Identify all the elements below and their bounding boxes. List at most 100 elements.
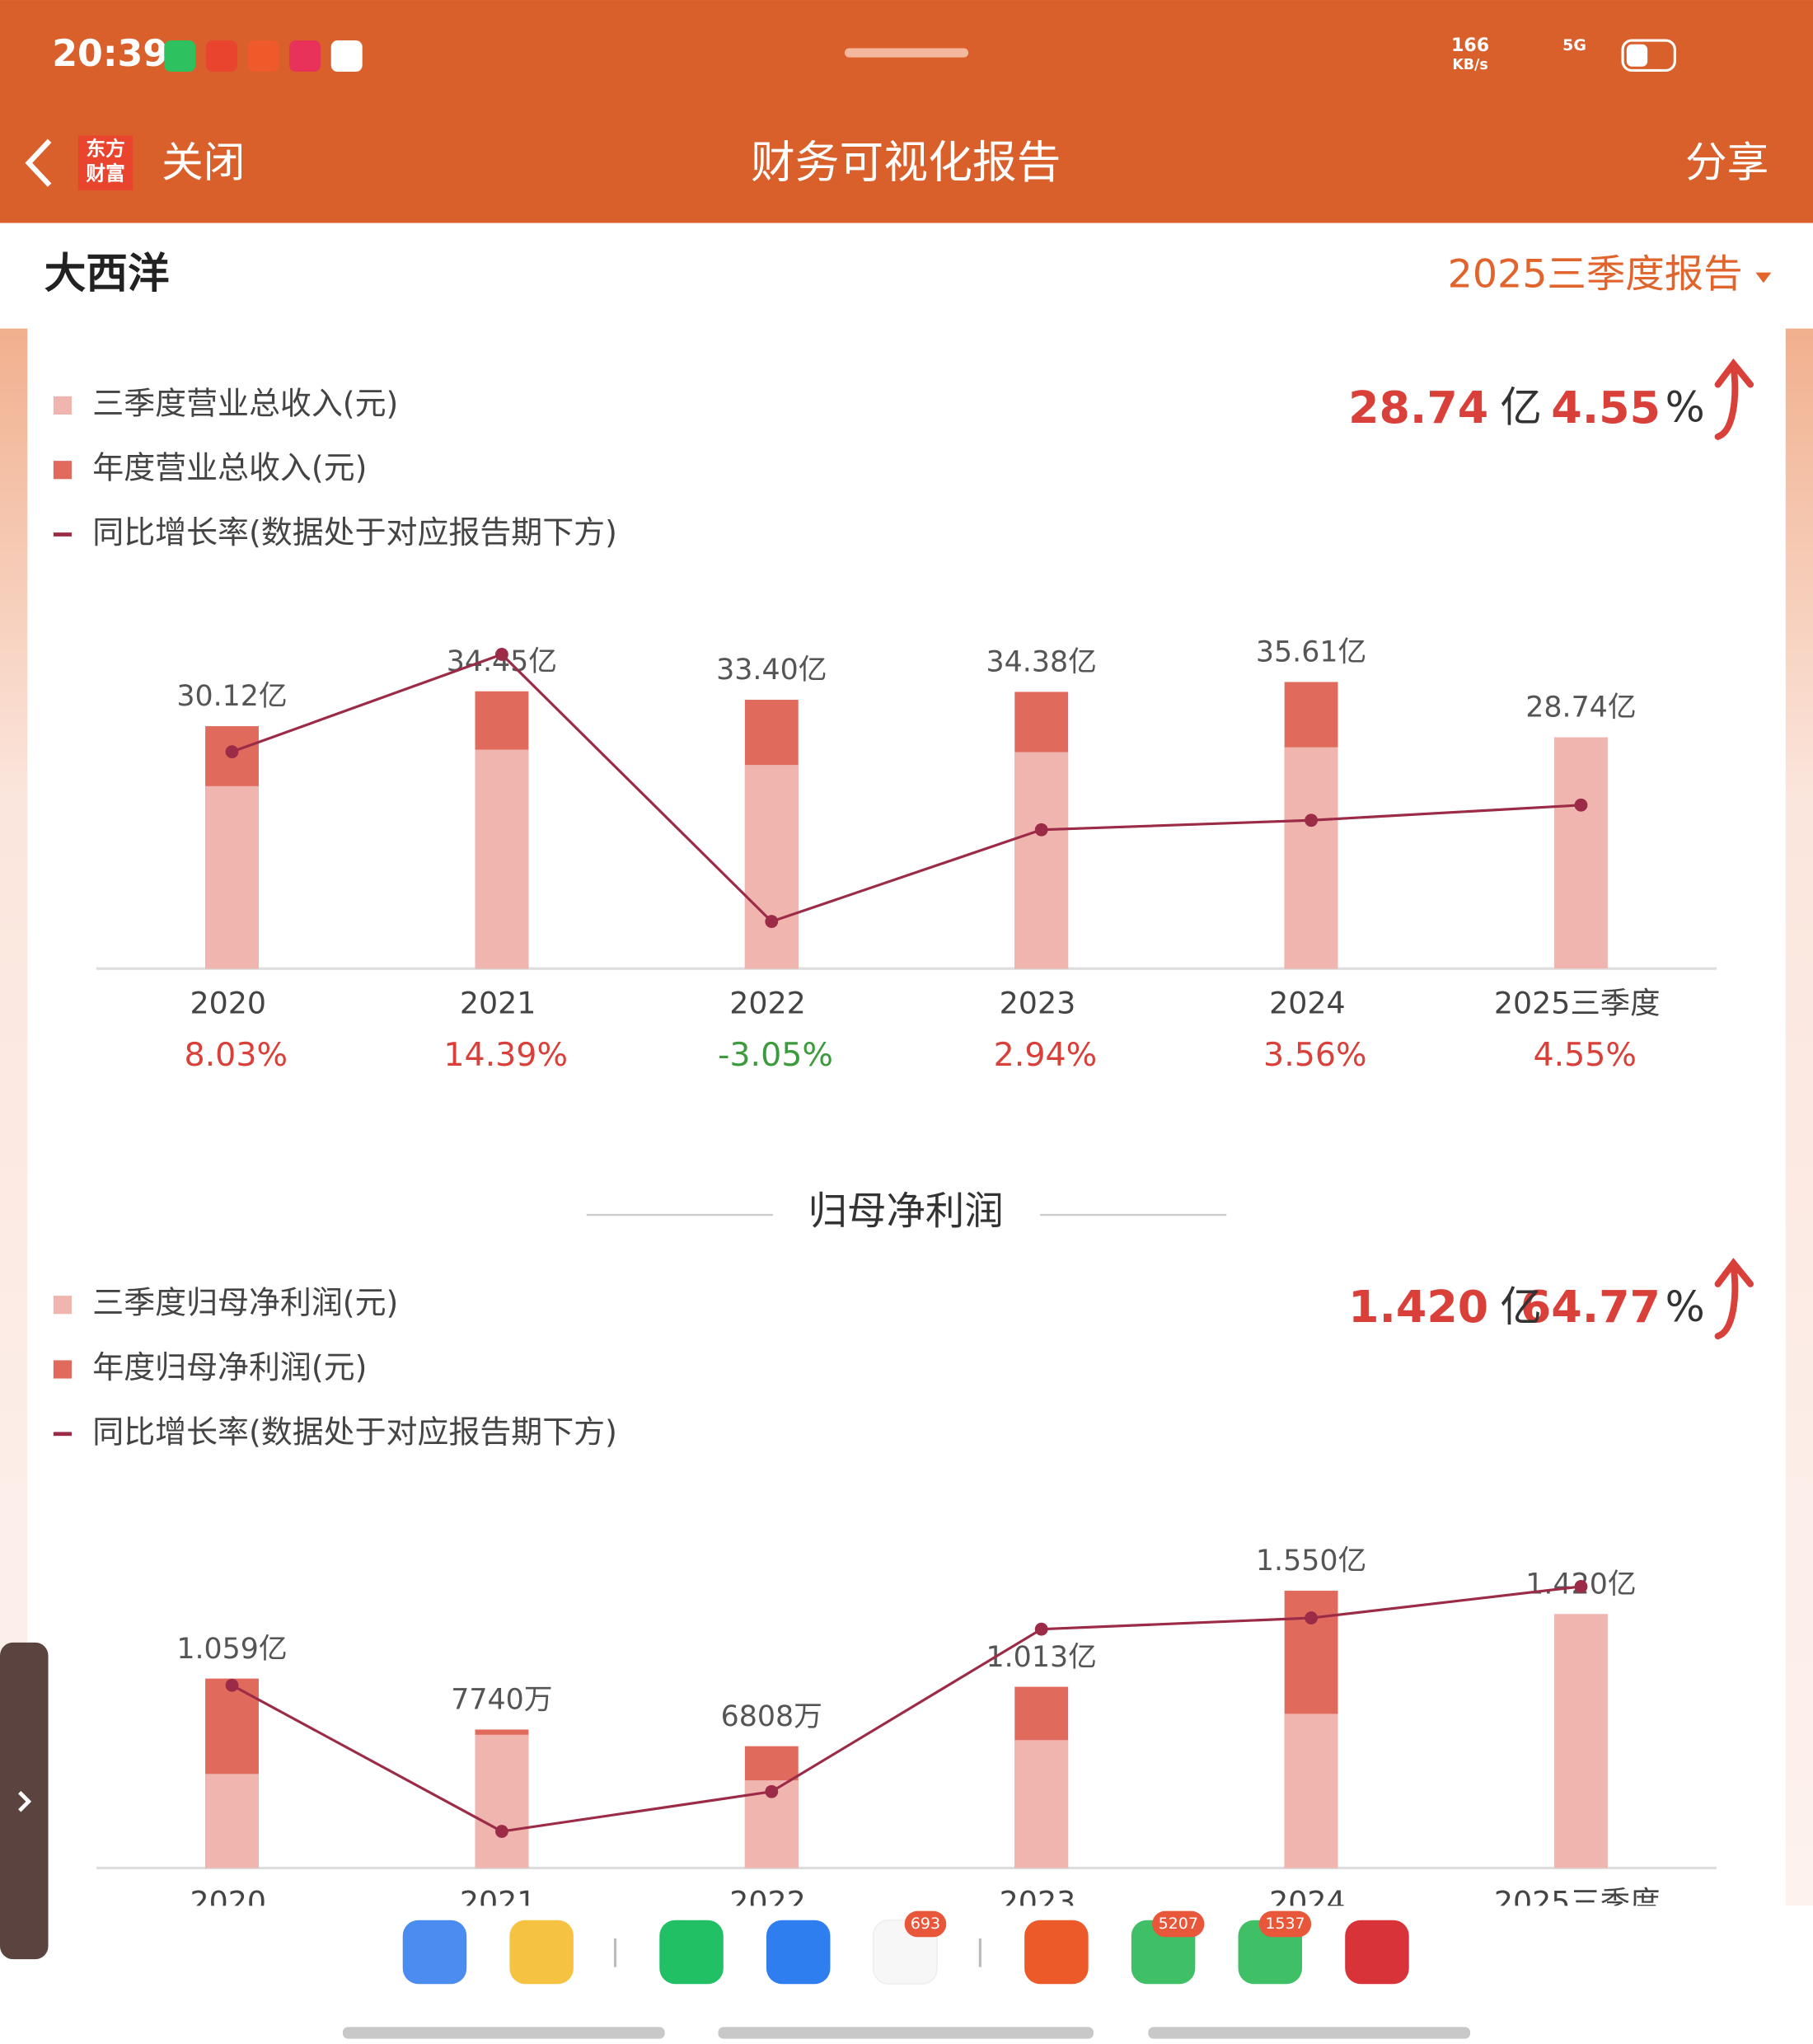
drag-handle <box>844 48 969 58</box>
summary-unit: 亿 <box>1500 1282 1542 1331</box>
legend-swatch <box>53 396 72 415</box>
x-tick-label: 2021 <box>460 985 536 1020</box>
side-right <box>1785 328 1813 1906</box>
period-select[interactable]: 2025三季度报告 <box>1448 251 1743 297</box>
badge-text: 693 <box>911 1915 940 1933</box>
growth-label: 8.03% <box>184 1036 288 1074</box>
section-title: 归母净利润 <box>808 1188 1004 1234</box>
badge <box>904 1910 947 1938</box>
summary-percent: % <box>1665 383 1705 432</box>
growth-point <box>1305 1611 1318 1624</box>
growth-point <box>765 915 779 929</box>
legend-swatch <box>53 1296 72 1315</box>
logo-top: 东方 <box>86 137 124 160</box>
growth-label: 3.56% <box>1263 1036 1367 1074</box>
bar-label: 7740万 <box>451 1684 552 1717</box>
net-unit: KB/s <box>1452 57 1487 73</box>
bar <box>1284 747 1338 969</box>
top-bar <box>0 0 1813 223</box>
app-icon[interactable] <box>659 1920 724 1985</box>
growth-point <box>1034 823 1048 837</box>
summary-change: 64.77 <box>1520 1281 1661 1333</box>
growth-line <box>231 653 1581 923</box>
task-bar <box>342 2027 665 2039</box>
nav-title: 财务可视化报告 <box>751 137 1061 189</box>
bar-label: 34.38亿 <box>986 646 1097 679</box>
summary-value: 28.74 <box>1348 382 1488 434</box>
task-bar <box>718 2027 1094 2039</box>
growth-label: 14.39% <box>443 1036 568 1074</box>
net-type: 5G <box>1562 36 1586 54</box>
bar <box>1284 1713 1338 1868</box>
bar <box>1554 737 1608 969</box>
side-tab-arrow <box>18 1791 32 1812</box>
x-tick-label: 2023 <box>1000 985 1076 1020</box>
growth-point <box>1034 1622 1048 1636</box>
bar <box>475 749 529 969</box>
x-tick-label: 2025三季度 <box>1494 985 1661 1020</box>
growth-point <box>1305 813 1318 827</box>
legend-label: 三季度营业总收入(元) <box>92 385 398 421</box>
dock-sep <box>978 1938 981 1967</box>
badge-text: 1537 <box>1265 1915 1305 1933</box>
overlay: 693 5207 1537 <box>0 1642 1813 2044</box>
bar <box>1014 752 1069 969</box>
task-bar <box>1148 2027 1471 2039</box>
battery <box>1621 39 1676 73</box>
bar <box>1554 1614 1608 1868</box>
battery-level <box>1626 44 1648 67</box>
legend-label: 年度归母净利润(元) <box>92 1349 367 1385</box>
trend-arrow <box>1714 358 1754 440</box>
app-icon[interactable] <box>402 1920 467 1985</box>
bar <box>205 785 259 969</box>
bar-label: 1.013亿 <box>986 1641 1097 1674</box>
legend-swatch <box>53 461 72 480</box>
bar-label: 1.550亿 <box>1256 1545 1366 1578</box>
legend-line <box>53 532 72 537</box>
growth-point <box>225 1678 239 1692</box>
legend-line <box>53 1432 72 1437</box>
app-icon[interactable] <box>766 1920 831 1985</box>
notif-icons <box>164 40 363 73</box>
summary-change: 4.55 <box>1551 382 1661 434</box>
logo[interactable] <box>77 135 134 190</box>
badge <box>1258 1910 1312 1938</box>
growth-point <box>495 1825 508 1838</box>
growth-point <box>225 745 239 759</box>
app-icon[interactable] <box>1024 1920 1089 1985</box>
side-tab[interactable] <box>0 1642 49 1960</box>
legend-label: 年度营业总收入(元) <box>92 450 367 486</box>
close[interactable]: 关闭 <box>162 138 245 186</box>
bar <box>744 765 799 969</box>
bar-label: 1.059亿 <box>176 1633 287 1666</box>
summary-unit: 亿 <box>1500 383 1542 432</box>
badge-text: 5207 <box>1159 1915 1198 1933</box>
summary-value: 1.420 <box>1348 1281 1488 1333</box>
growth-line <box>231 1585 1581 1833</box>
net-speed: 166 <box>1451 35 1489 56</box>
dropdown-arrow <box>1755 272 1772 284</box>
growth-point <box>1574 798 1588 812</box>
summary-percent: % <box>1665 1282 1705 1331</box>
logo-bottom: 财富 <box>86 162 124 185</box>
growth-label: 4.55% <box>1533 1036 1637 1074</box>
bar <box>1014 1740 1069 1868</box>
bar <box>475 1734 529 1868</box>
bar <box>205 1774 259 1868</box>
app-icon[interactable] <box>509 1920 574 1985</box>
badge <box>1152 1910 1205 1938</box>
legend-swatch <box>53 1360 72 1379</box>
dock-sep <box>613 1938 617 1967</box>
app-icon[interactable] <box>1345 1920 1409 1985</box>
growth-point <box>765 1784 779 1798</box>
legend-label: 三季度归母净利润(元) <box>92 1285 398 1321</box>
x-tick-label: 2022 <box>729 985 806 1020</box>
back[interactable] <box>25 138 52 187</box>
growth-point <box>495 648 508 661</box>
share[interactable]: 分享 <box>1685 138 1768 186</box>
bar-label: 30.12亿 <box>176 680 287 713</box>
legend-label: 同比增长率(数据处于对应报告期下方) <box>92 1413 617 1450</box>
